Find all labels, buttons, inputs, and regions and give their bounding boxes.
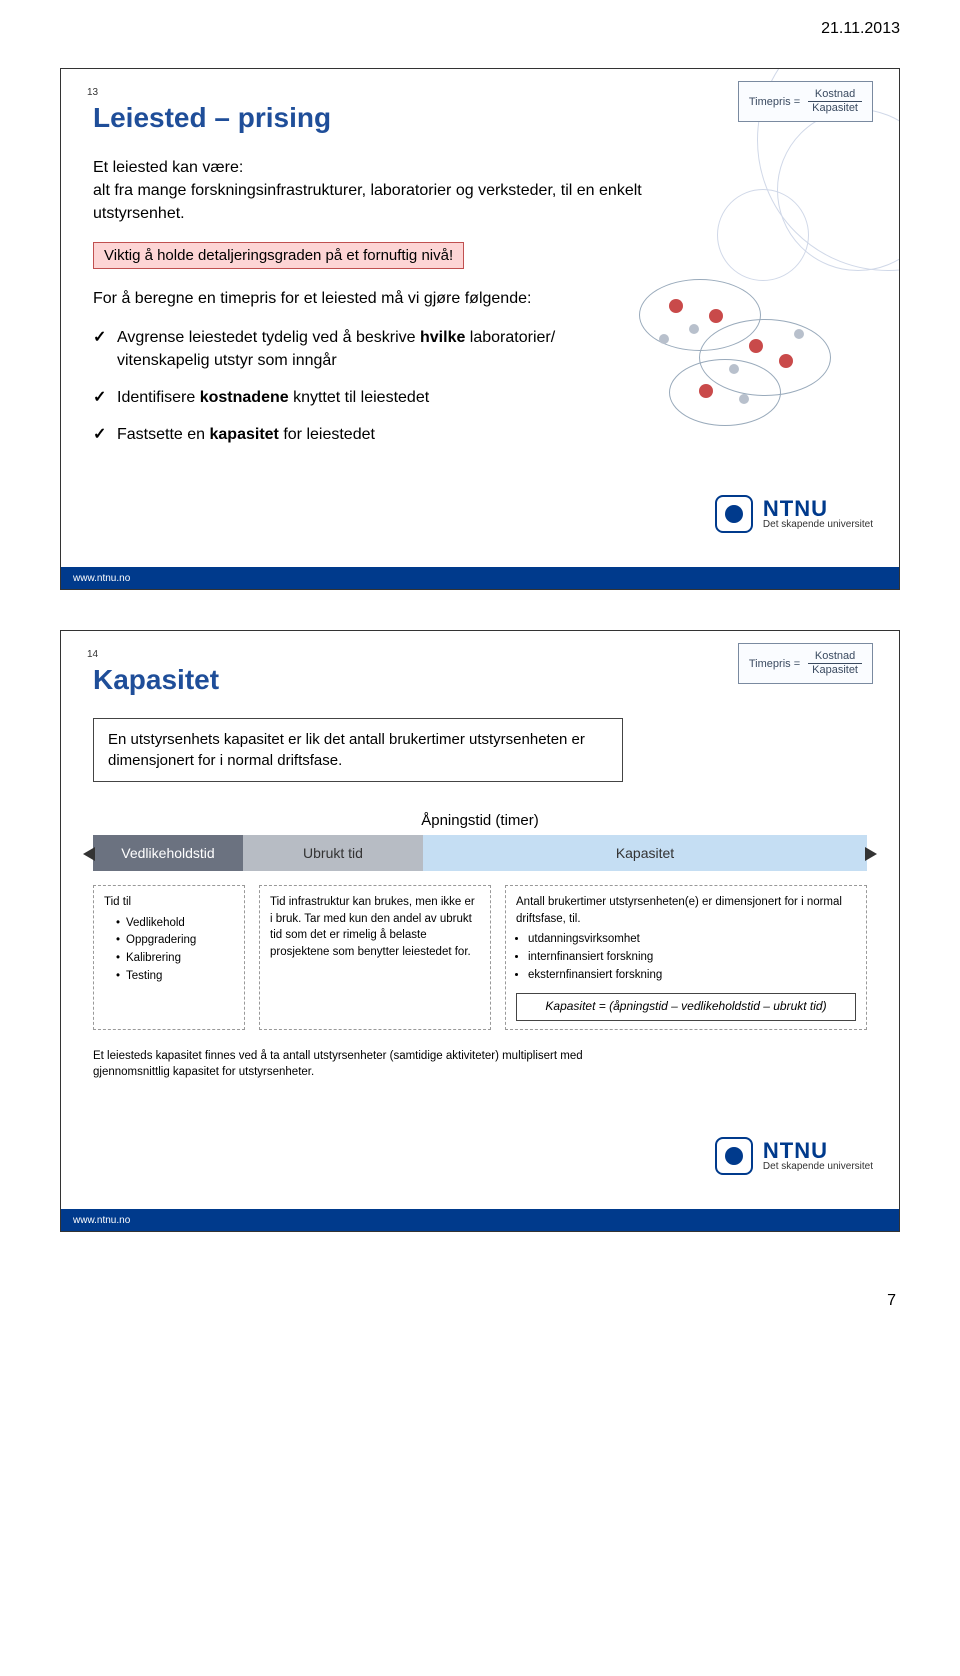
formula-denominator: Kapasitet bbox=[808, 102, 862, 115]
col1-item: Testing bbox=[116, 968, 234, 985]
col1-item: Oppgradering bbox=[116, 932, 234, 949]
formula-box: Timepris = Kostnad Kapasitet bbox=[738, 81, 873, 122]
ntnu-name: NTNU bbox=[763, 1139, 873, 1162]
formula-box: Timepris = Kostnad Kapasitet bbox=[738, 643, 873, 684]
check-item-3: Fastsette en kapasitet for leiestedet bbox=[93, 423, 613, 446]
col3-lead: Antall brukertimer utstyrsenheten(e) er … bbox=[516, 896, 842, 925]
slide-13: 13 Leiested – prising Timepris = Kostnad… bbox=[60, 68, 900, 590]
segment-vedlikehold: Vedlikeholdstid bbox=[93, 835, 243, 871]
formula-lhs: Timepris = bbox=[749, 96, 800, 108]
col-kapasitet: Antall brukertimer utstyrsenheten(e) er … bbox=[505, 885, 867, 1030]
footer-url: www.ntnu.no bbox=[73, 573, 130, 584]
check-item-2: Identifisere kostnadene knyttet til leie… bbox=[93, 386, 613, 409]
col3-item: eksternfinansiert forskning bbox=[528, 967, 856, 984]
footer-url: www.ntnu.no bbox=[73, 1215, 130, 1226]
page: 21.11.2013 13 Leiested – prising Timepri… bbox=[0, 0, 960, 1350]
ntnu-logo: NTNU Det skapende universitet bbox=[715, 495, 873, 533]
highlight-box: Viktig å holde detaljeringsgraden på et … bbox=[93, 242, 464, 269]
capacity-formula: Kapasitet = (åpningstid – vedlikeholdsti… bbox=[516, 993, 856, 1020]
segment-ubrukt: Ubrukt tid bbox=[243, 835, 423, 871]
col1-head: Tid til bbox=[104, 896, 131, 908]
footer-bar: www.ntnu.no bbox=[61, 1209, 899, 1231]
timeline-title: Åpningstid (timer) bbox=[87, 812, 873, 829]
formula-numerator: Kostnad bbox=[808, 88, 862, 102]
page-number: 7 bbox=[60, 1292, 900, 1310]
formula-denominator: Kapasitet bbox=[808, 664, 862, 677]
intro-line2: alt fra mange forskningsinfrastrukturer,… bbox=[93, 182, 642, 222]
col3-item: utdanningsvirksomhet bbox=[528, 931, 856, 948]
segment-kapasitet: Kapasitet bbox=[423, 835, 867, 871]
ntnu-tagline: Det skapende universitet bbox=[763, 1162, 873, 1173]
col1-item: Kalibrering bbox=[116, 950, 234, 967]
footer-bar: www.ntnu.no bbox=[61, 567, 899, 589]
formula-lhs: Timepris = bbox=[749, 658, 800, 670]
ntnu-name: NTNU bbox=[763, 497, 873, 520]
col-ubrukt: Tid infrastruktur kan brukes, men ikke e… bbox=[259, 885, 491, 1030]
ntnu-tagline: Det skapende universitet bbox=[763, 520, 873, 531]
check-item-1: Avgrense leiestedet tydelig ved å beskri… bbox=[93, 326, 613, 372]
formula-fraction: Kostnad Kapasitet bbox=[808, 650, 862, 677]
definition-box: En utstyrsenhets kapasitet er lik det an… bbox=[93, 718, 623, 782]
page-date: 21.11.2013 bbox=[60, 20, 900, 38]
lead-text: For å beregne en timepris for et leieste… bbox=[93, 287, 693, 310]
formula-numerator: Kostnad bbox=[808, 650, 862, 664]
col1-item: Vedlikehold bbox=[116, 915, 234, 932]
col3-item: internfinansiert forskning bbox=[528, 949, 856, 966]
ntnu-logo: NTNU Det skapende universitet bbox=[715, 1137, 873, 1175]
check-list: Avgrense leiestedet tydelig ved å beskri… bbox=[93, 326, 613, 447]
ntnu-mark-icon bbox=[715, 1137, 753, 1175]
intro-line1: Et leiested kan være: bbox=[93, 159, 243, 176]
formula-fraction: Kostnad Kapasitet bbox=[808, 88, 862, 115]
columns: Tid til Vedlikehold Oppgradering Kalibre… bbox=[93, 885, 867, 1030]
timeline-bar: Vedlikeholdstid Ubrukt tid Kapasitet bbox=[93, 835, 867, 871]
intro-text: Et leiested kan være: alt fra mange fors… bbox=[93, 156, 693, 226]
slide-footnote: Et leiesteds kapasitet finnes ved å ta a… bbox=[93, 1048, 613, 1080]
slide-14: 14 Kapasitet Timepris = Kostnad Kapasite… bbox=[60, 630, 900, 1232]
ntnu-mark-icon bbox=[715, 495, 753, 533]
cell-diagram bbox=[639, 269, 859, 429]
col-vedlikehold: Tid til Vedlikehold Oppgradering Kalibre… bbox=[93, 885, 245, 1030]
